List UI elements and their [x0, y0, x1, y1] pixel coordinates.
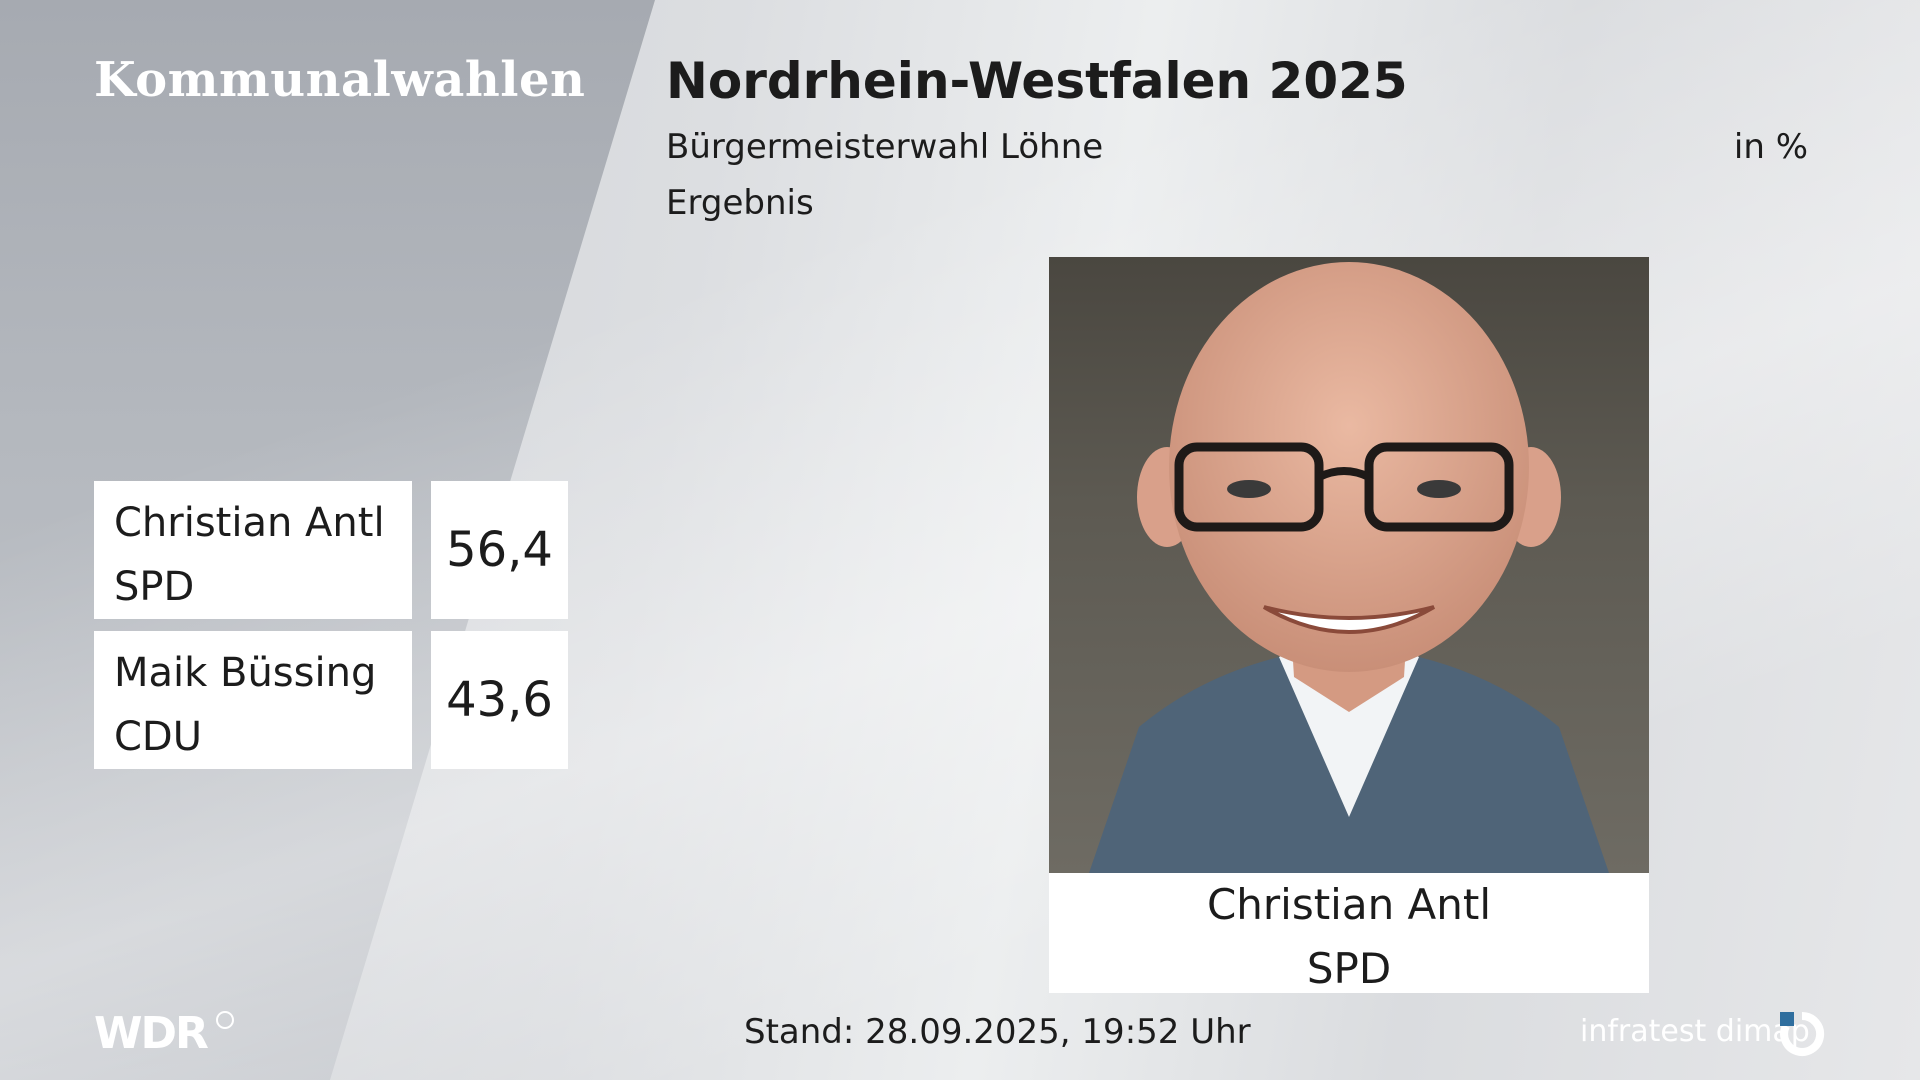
winner-caption: Christian Antl SPD	[1049, 873, 1649, 993]
institute-label: infratest dimap	[1580, 1014, 1810, 1049]
candidate-value: 56,4	[431, 481, 568, 619]
candidate-name: Maik Büssing	[114, 650, 377, 696]
infratest-dimap-logo-icon	[1780, 1011, 1825, 1056]
candidate-box: Christian Antl SPD	[94, 481, 412, 619]
unit-label: in %	[1733, 127, 1808, 167]
candidate-party: CDU	[114, 714, 203, 760]
ard-mark-icon	[216, 1011, 234, 1029]
winner-name: Christian Antl	[1206, 880, 1492, 929]
wdr-logo-icon: WDR	[94, 1008, 209, 1059]
timestamp: Stand: 28.09.2025, 19:52 Uhr	[744, 1012, 1251, 1052]
winner-party: SPD	[1306, 944, 1392, 993]
candidate-name: Christian Antl	[114, 500, 385, 546]
page-subtitle-result: Ergebnis	[666, 183, 814, 223]
candidate-value: 43,6	[431, 631, 568, 769]
portrait-illustration	[1089, 262, 1609, 873]
candidate-party: SPD	[114, 564, 195, 610]
brand-title: Kommunalwahlen	[94, 52, 586, 108]
page-subtitle: Bürgermeisterwahl Löhne	[666, 127, 1104, 167]
page-title: Nordrhein-Westfalen 2025	[666, 52, 1408, 110]
candidate-box: Maik Büssing CDU	[94, 631, 412, 769]
candidate-portrait	[1049, 257, 1649, 873]
